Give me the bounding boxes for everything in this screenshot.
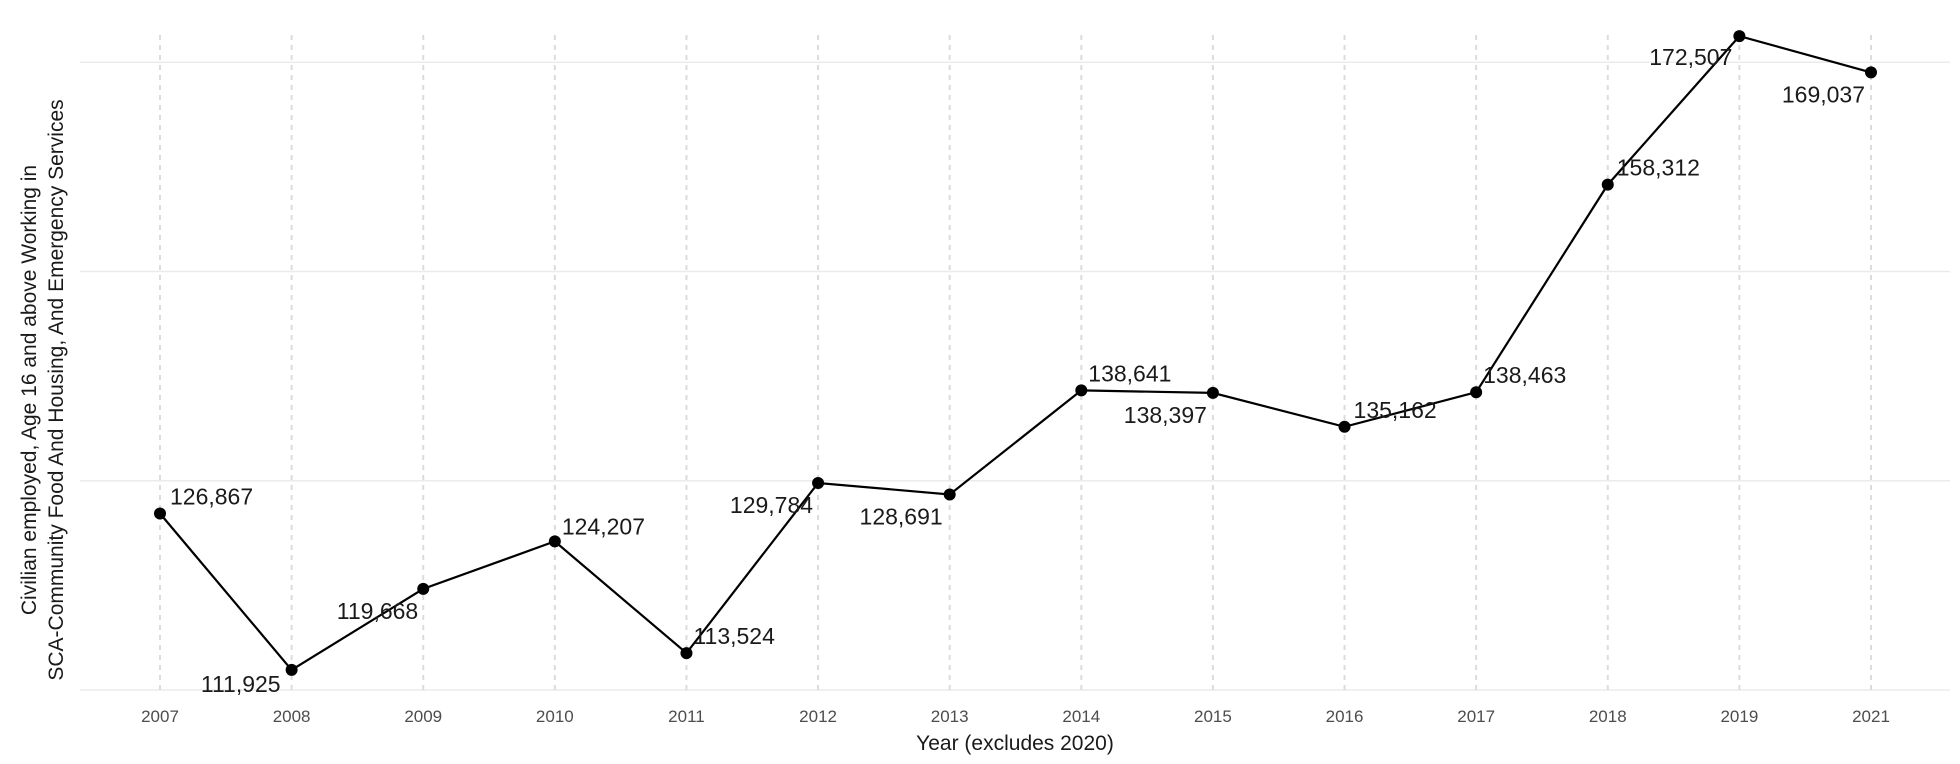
data-label: 126,867 [170, 484, 253, 510]
x-tick-label: 2007 [141, 707, 179, 726]
grid-layer [80, 35, 1950, 691]
x-tick-label: 2008 [273, 707, 311, 726]
x-tick-label: 2012 [799, 707, 837, 726]
data-point [1470, 386, 1483, 399]
data-label: 113,524 [693, 623, 775, 649]
point-layer [154, 30, 1877, 676]
data-point [548, 535, 561, 548]
data-point [154, 507, 166, 520]
x-tick-label: 2018 [1589, 707, 1627, 726]
data-label: 138,463 [1483, 362, 1566, 388]
data-point [680, 647, 693, 660]
data-point [417, 582, 430, 595]
data-label: 158,312 [1617, 155, 1700, 181]
x-tick-label: 2011 [668, 707, 705, 726]
x-tick-label: 2013 [931, 707, 969, 726]
x-tick-label: 2019 [1720, 707, 1758, 726]
data-label: 124,207 [562, 513, 645, 539]
x-tick-label: 2009 [404, 707, 442, 726]
data-point [1206, 386, 1219, 399]
x-tick-label: 2014 [1062, 707, 1100, 726]
x-tick-label: 2017 [1457, 707, 1495, 726]
data-label-layer: 126,867 111,925 119,668 124,207 113,524 129,7… [170, 44, 1865, 697]
y-axis-title-line-2: SCA-Community Food And Housing, And Emer… [45, 99, 68, 680]
x-tick-label: 2015 [1194, 707, 1232, 726]
x-tick-layer: 2007 2008 2009 2010 2011 2012 2013 2014 2015 2016… [141, 707, 1890, 726]
data-label: 129,784 [730, 492, 813, 518]
data-label: 119,668 [337, 598, 418, 624]
data-label: 111,925 [201, 671, 281, 697]
x-tick-label: 2021 [1852, 707, 1890, 726]
y-axis-title: Civilian employed, Age 16 and above Work… [18, 99, 68, 680]
x-axis-title: Year (excludes 2020) [916, 732, 1114, 755]
data-label: 135,162 [1354, 397, 1437, 423]
x-tick-label: 2016 [1326, 707, 1364, 726]
data-label: 138,641 [1088, 360, 1171, 386]
data-point [812, 477, 825, 490]
series-layer [159, 34, 1872, 672]
data-label: 169,037 [1782, 81, 1865, 107]
data-point [1601, 178, 1614, 191]
y-axis-title-line-1: Civilian employed, Age 16 and above Work… [18, 165, 41, 615]
data-point [1338, 420, 1351, 433]
data-point [1865, 66, 1877, 79]
x-tick-label: 2010 [536, 707, 574, 726]
data-label: 138,397 [1124, 402, 1207, 428]
data-label: 172,507 [1649, 44, 1732, 70]
data-point [1075, 384, 1088, 397]
data-point [285, 663, 298, 676]
data-point [943, 488, 956, 501]
series-line [159, 34, 1872, 672]
data-label: 128,691 [860, 503, 943, 529]
data-point [1733, 30, 1746, 43]
